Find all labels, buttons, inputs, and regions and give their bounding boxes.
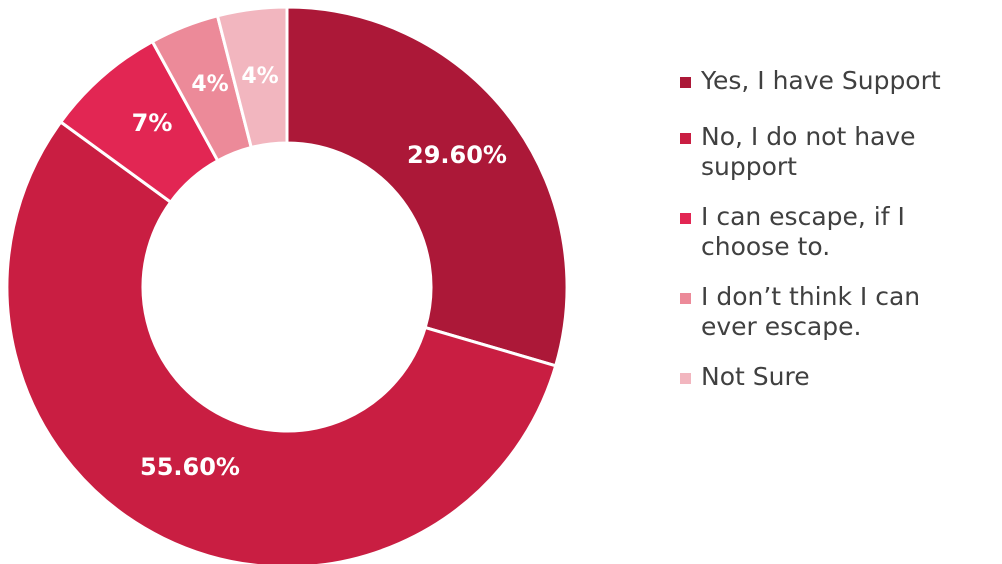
legend-swatch xyxy=(680,293,691,304)
legend-swatch xyxy=(680,133,691,144)
donut-chart: 29.60% 55.60% 7% 4% 4% xyxy=(5,5,569,564)
legend-item-can-escape: I can escape, if I choose to. xyxy=(680,202,1000,262)
legend-label: Not Sure xyxy=(701,362,810,391)
legend-swatch xyxy=(680,373,691,384)
slice-data-label: 55.60% xyxy=(140,453,240,481)
legend-item-no-support: No, I do not have support xyxy=(680,122,1000,182)
legend-item-yes-support: Yes, I have Support xyxy=(680,66,1000,96)
slice-data-label: 7% xyxy=(132,109,173,137)
donut-slice xyxy=(5,119,558,564)
donut-slice xyxy=(215,5,289,150)
legend-label: I can escape, if I choose to. xyxy=(701,202,905,261)
legend-label: No, I do not have support xyxy=(701,122,916,181)
slice-data-label: 4% xyxy=(191,72,228,97)
chart-legend: Yes, I have Support No, I do not have su… xyxy=(680,66,1000,412)
slice-data-label: 29.60% xyxy=(407,141,507,169)
legend-label: Yes, I have Support xyxy=(701,66,941,95)
donut-slice xyxy=(285,5,569,368)
legend-swatch xyxy=(680,77,691,88)
legend-item-not-sure: Not Sure xyxy=(680,362,1000,392)
legend-label: I don’t think I can ever escape. xyxy=(701,282,921,341)
legend-swatch xyxy=(680,213,691,224)
legend-item-cannot-escape: I don’t think I can ever escape. xyxy=(680,282,1000,342)
slice-data-label: 4% xyxy=(241,64,278,89)
